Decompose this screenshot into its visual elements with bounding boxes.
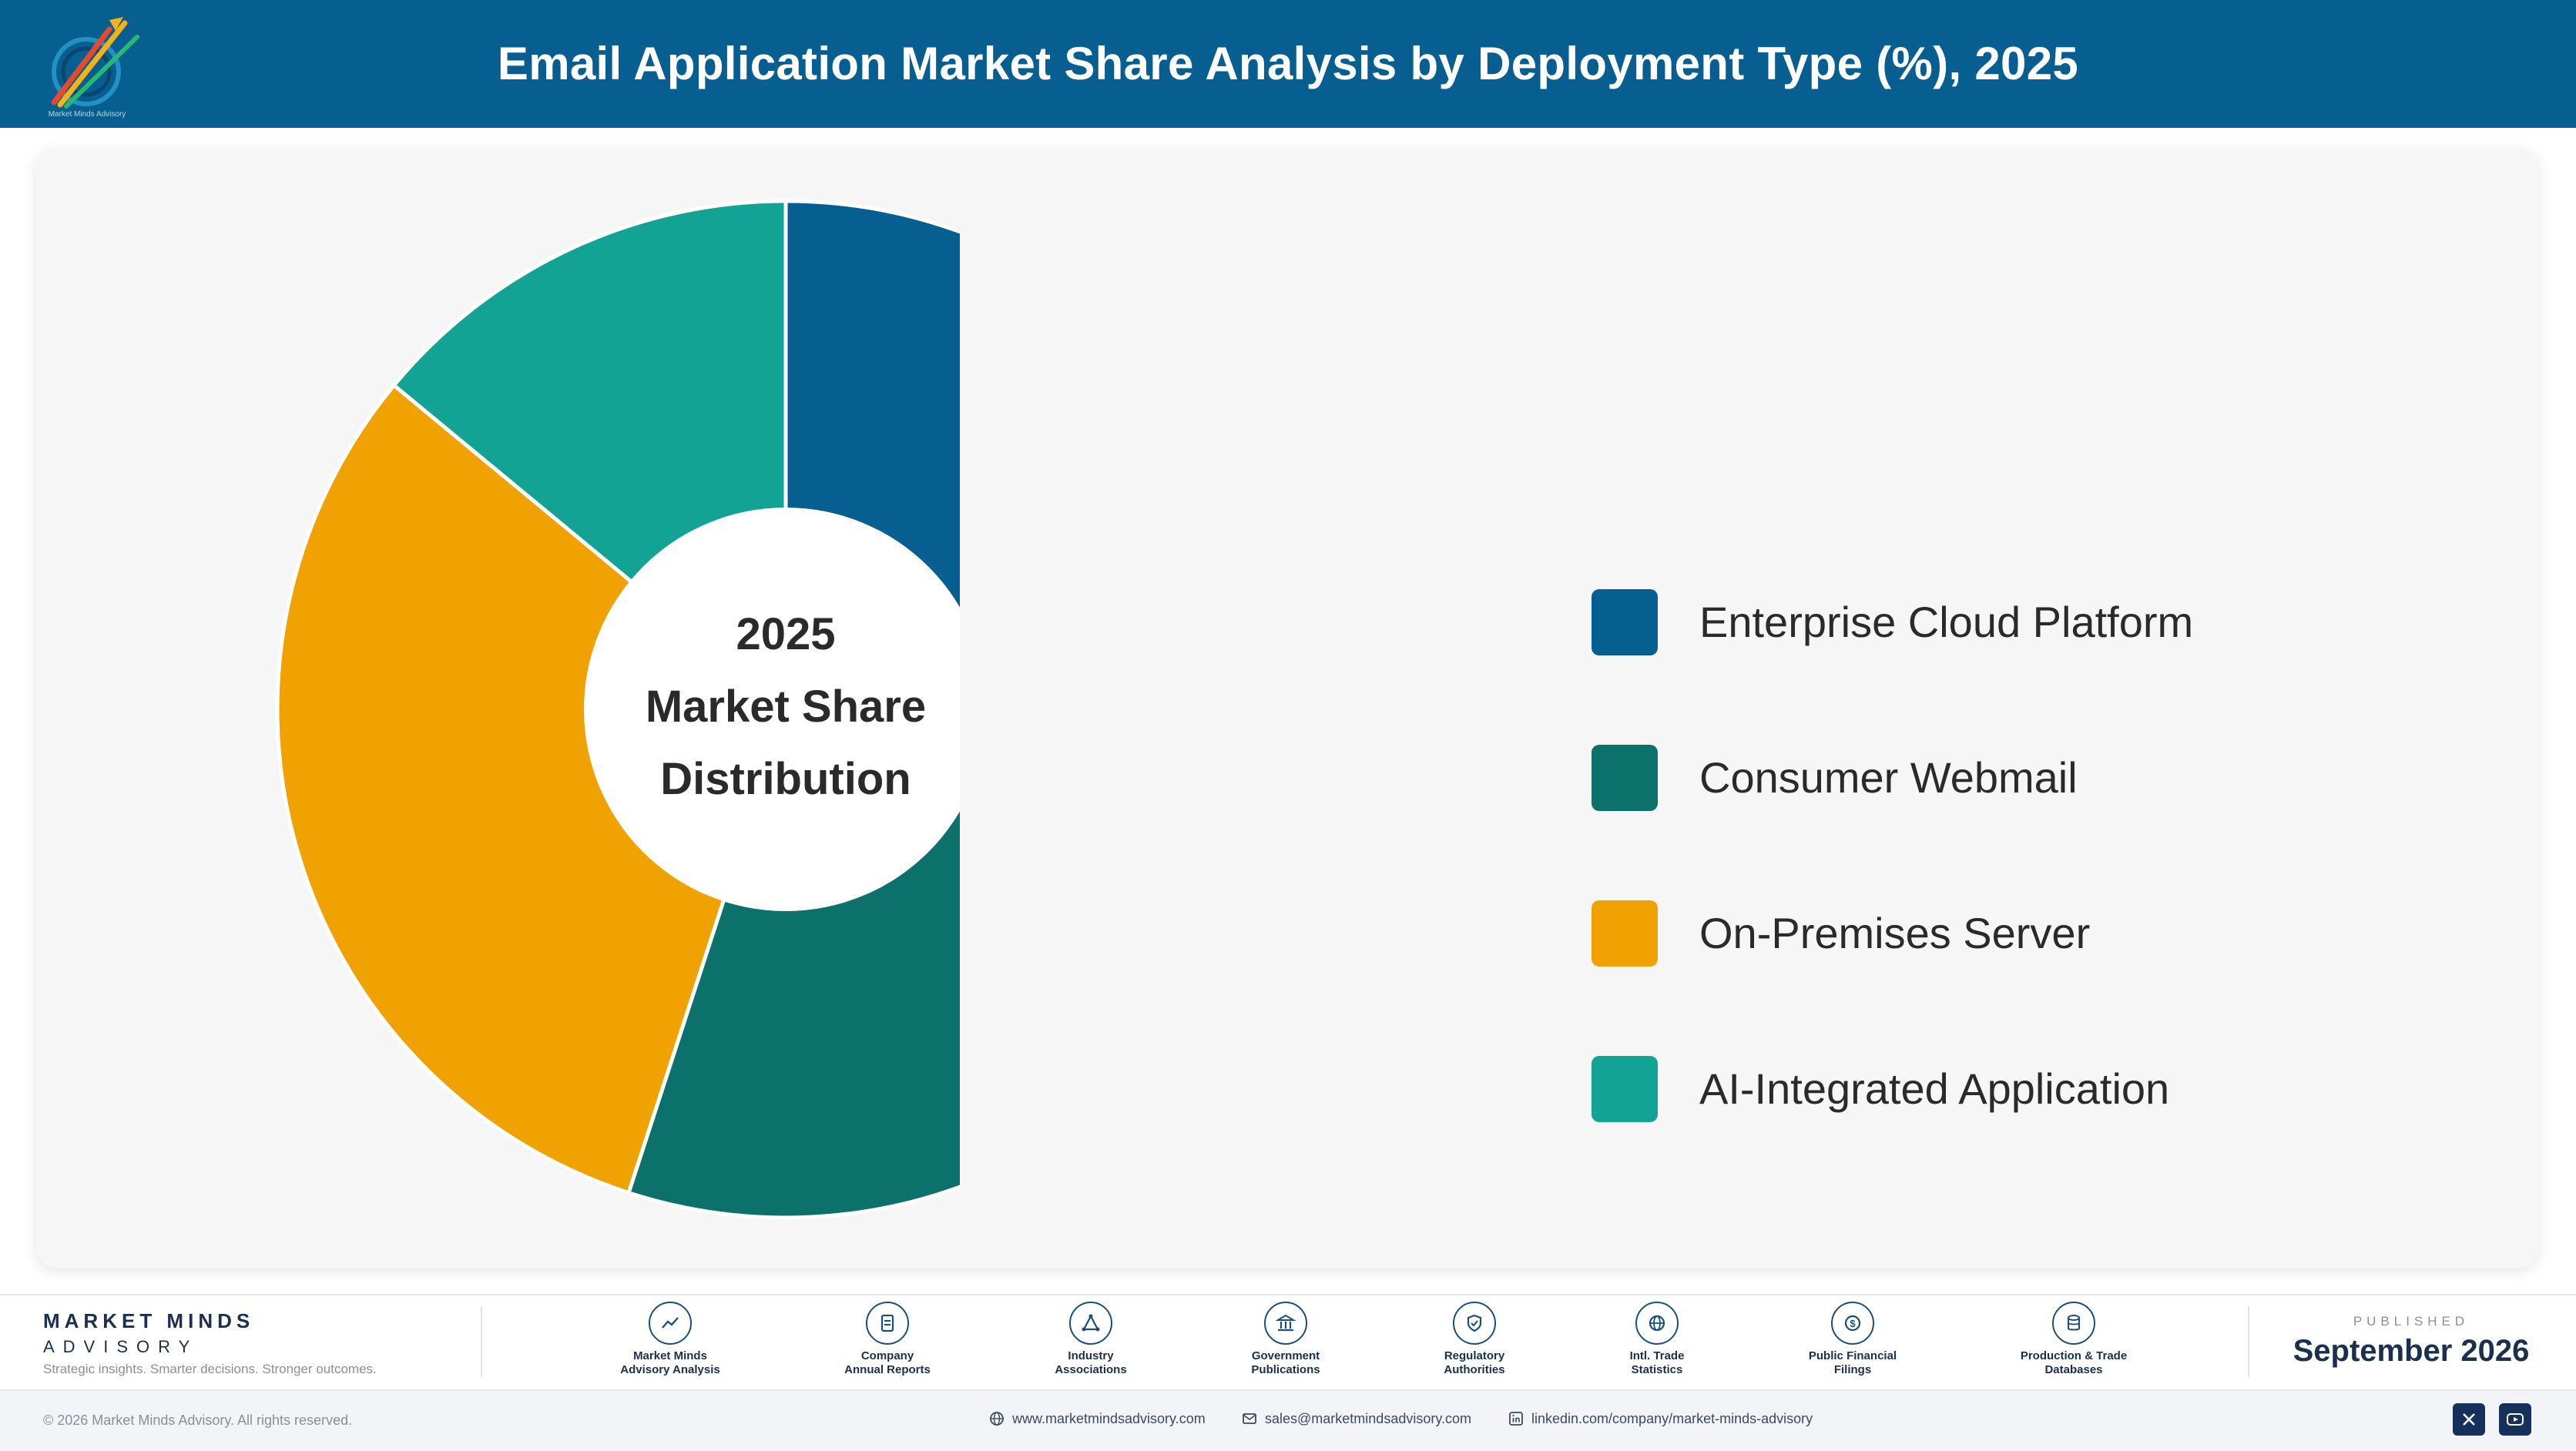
email-link[interactable]: sales@marketmindsadvisory.com	[1242, 1411, 1471, 1427]
source-market-minds-analysis: Market Minds Advisory Analysis	[578, 1302, 763, 1377]
slice-on-premises-server	[275, 383, 788, 1195]
source-label: Industry Associations	[1055, 1349, 1127, 1376]
coin-icon: $	[1844, 1315, 1861, 1332]
brand-name: MARKET MINDS	[43, 1309, 255, 1332]
source-public-financial-filings: $ Public Financial Filings	[1760, 1302, 1945, 1377]
center-label-line: Market Share	[646, 682, 926, 732]
legend-item-ai-integrated-application: AI-Integrated Application	[1592, 1054, 2285, 1123]
shield-check-icon	[1467, 1314, 1482, 1332]
source-intl-trade-statistics: Intl. Trade Statistics	[1565, 1302, 1749, 1377]
youtube-social-button[interactable]	[2499, 1403, 2531, 1436]
linkedin-icon	[1509, 1412, 1523, 1426]
document-icon	[880, 1314, 894, 1332]
legend-item-enterprise-cloud-platform: Enterprise Cloud Platform	[1592, 587, 2285, 656]
svg-text:$: $	[1850, 1318, 1856, 1329]
source-label: Public Financial Filings	[1808, 1349, 1897, 1376]
source-regulatory-authorities: Regulatory Authorities	[1382, 1302, 1567, 1377]
footer-divider	[481, 1306, 482, 1377]
source-label: Company Annual Reports	[844, 1349, 931, 1376]
legend-label: On-Premises Server	[1699, 909, 2091, 957]
footer-divider	[2248, 1306, 2249, 1377]
network-icon	[1082, 1314, 1100, 1332]
website-link[interactable]: www.marketmindsadvisory.com	[989, 1411, 1206, 1427]
source-company-reports: Company Annual Reports	[795, 1302, 980, 1377]
source-label: Production & Trade Databases	[2020, 1349, 2128, 1376]
website-text: www.marketmindsadvisory.com	[1012, 1411, 1206, 1426]
logo-icon	[51, 17, 139, 109]
center-label-line: Distribution	[660, 754, 911, 804]
mail-icon	[1243, 1413, 1256, 1424]
donut-hole	[584, 508, 960, 911]
center-label-line: 2025	[736, 609, 835, 659]
x-logo-icon	[2463, 1413, 2475, 1426]
legend-label: AI-Integrated Application	[1699, 1064, 2170, 1113]
donut-chart: 2025 Market Share Distribution	[275, 199, 960, 1220]
linkedin-text: linkedin.com/company/market-minds-adviso…	[1531, 1411, 1813, 1426]
footer-bottom-bar	[0, 1389, 2576, 1451]
header-bar: Market Minds Advisory Email Application …	[0, 0, 2576, 128]
source-label: Government Publications	[1251, 1349, 1320, 1376]
logo-caption: Market Minds Advisory	[48, 110, 126, 119]
legend-swatch	[1592, 745, 1658, 811]
brand-subtitle: ADVISORY	[43, 1337, 199, 1356]
legend-item-on-premises-server: On-Premises Server	[1592, 898, 2285, 967]
chart-line-icon	[662, 1317, 679, 1329]
source-label: Regulatory Authorities	[1444, 1349, 1505, 1376]
chart-title: Email Application Market Share Analysis …	[497, 38, 2079, 89]
database-icon	[2068, 1315, 2080, 1331]
published-date: September 2026	[2293, 1334, 2530, 1368]
email-text: sales@marketmindsadvisory.com	[1265, 1411, 1472, 1426]
source-industry-associations: Industry Associations	[998, 1302, 1183, 1377]
globe-icon	[1649, 1315, 1665, 1332]
linkedin-link[interactable]: linkedin.com/company/market-minds-adviso…	[1508, 1411, 1813, 1427]
copyright-text: © 2026 Market Minds Advisory. All rights…	[43, 1412, 353, 1428]
legend-swatch	[1592, 1056, 1658, 1122]
source-label: Market Minds Advisory Analysis	[620, 1349, 720, 1376]
brand-tagline: Strategic insights. Smarter decisions. S…	[43, 1362, 377, 1376]
published-label: PUBLISHED	[2353, 1314, 2470, 1329]
source-label: Intl. Trade Statistics	[1629, 1349, 1685, 1376]
source-production-trade-databases: Production & Trade Databases	[1981, 1302, 2166, 1377]
legend-label: Enterprise Cloud Platform	[1699, 598, 2194, 646]
chart-card: 2025 Market Share Distribution Enterprise …	[35, 148, 2539, 1268]
legend-swatch	[1592, 589, 1658, 655]
bank-icon	[1275, 1314, 1296, 1332]
x-social-button[interactable]	[2453, 1403, 2485, 1436]
legend-label: Consumer Webmail	[1699, 753, 2078, 802]
youtube-icon	[2507, 1413, 2524, 1426]
globe-icon	[990, 1412, 1004, 1426]
legend-swatch	[1592, 900, 1658, 967]
legend-item-consumer-webmail: Consumer Webmail	[1592, 742, 2285, 812]
source-government-publications: Government Publications	[1193, 1302, 1378, 1377]
